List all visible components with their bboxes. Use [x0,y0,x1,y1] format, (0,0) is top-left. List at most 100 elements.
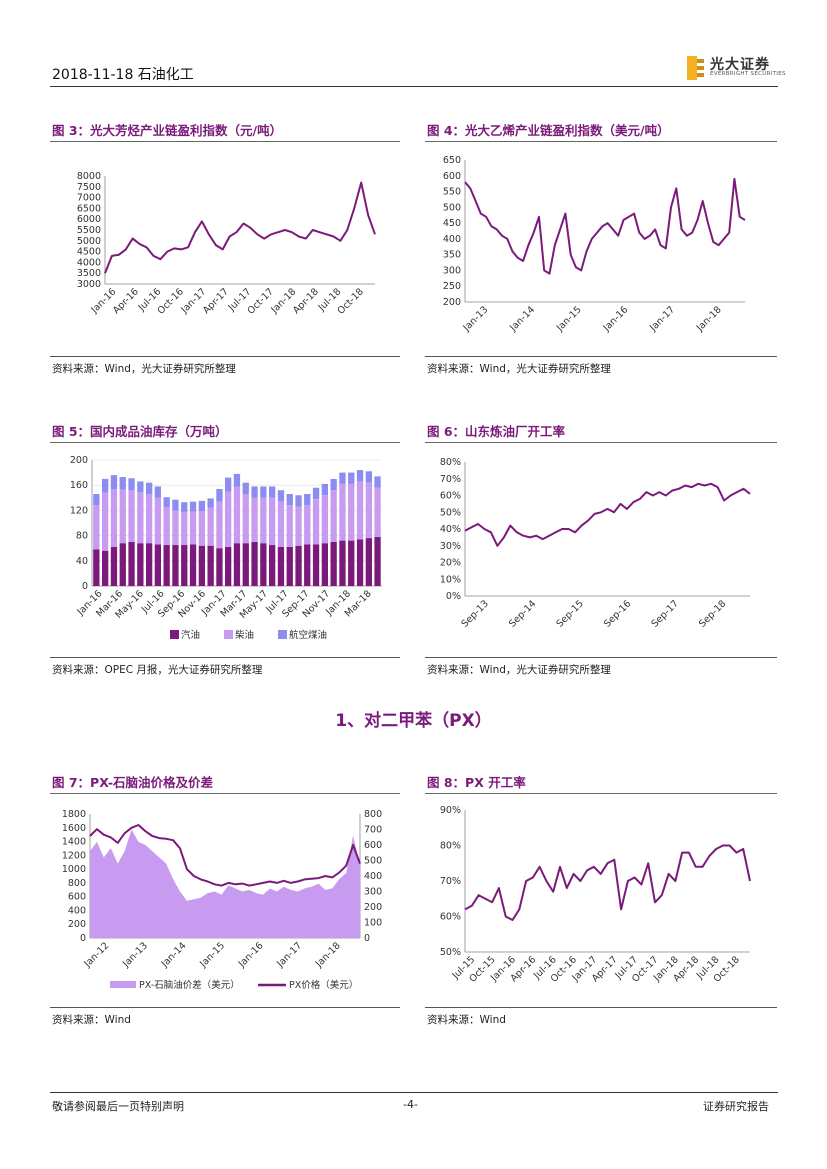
fig5-bar-柴油 [286,505,293,547]
fig5-bar-柴油 [348,483,355,541]
fig6-source-rule [425,657,777,658]
fig7-y2-tick: 700 [364,825,382,836]
fig7-y-tick: 200 [68,919,86,930]
fig4-x-tick: Jan-18 [694,304,724,334]
fig5-bar-汽油 [128,541,135,586]
fig5-bar-汽油 [207,545,214,586]
fig8-series-line [464,844,751,921]
fig7-price-line [89,824,361,887]
fig4-x-tick: Jan-13 [461,304,491,334]
fig8-y-tick: 60% [440,912,461,923]
fig5-bar-航空煤油 [269,486,276,498]
fig5-bar-航空煤油 [242,482,249,494]
fig5-bar-柴油 [102,492,109,551]
fig7-legend-label: PX价格（美元） [289,979,358,991]
fig8-source-rule [425,1007,777,1008]
fig5-bar-柴油 [128,490,135,542]
fig7-y2-tick: 300 [364,887,382,898]
fig6-chart: 0% 10% 20% 30% 40% 50% 60% 70% 80% Sep-13 Sep-14 Se… [440,457,751,630]
fig5-bar-柴油 [146,494,153,544]
fig5-bar-汽油 [321,543,328,586]
fig4-x-tick: Jan-14 [507,304,537,334]
fig3-y-tick: 5500 [77,225,101,236]
fig5-legend-swatch [278,630,287,639]
fig5-bar-柴油 [154,497,161,545]
fig5-bar-柴油 [251,497,258,542]
fig5-bar-柴油 [110,489,118,547]
fig6-title: 图 6：山东炼油厂开工率 [427,424,566,439]
fig7-x-tick: Jan-12 [82,940,112,970]
fig7-y-tick: 400 [68,905,86,916]
fig6-x-tick: Sep-16 [602,598,633,629]
fig5-bar-汽油 [374,536,381,586]
fig5-bar-汽油 [154,544,161,586]
fig5-y-tick: 200 [70,455,88,466]
fig5-bar-汽油 [146,543,153,586]
fig5-bar-航空煤油 [137,481,144,493]
fig5-bar-航空煤油 [216,489,223,502]
fig5-bar-航空煤油 [233,473,241,487]
brand-logo-icon [687,56,704,80]
fig5-bar-柴油 [93,505,100,550]
fig5-bar-汽油 [330,541,337,586]
fig5-bar-汽油 [251,541,258,586]
fig5-bar-航空煤油 [189,501,197,512]
fig4-y-tick: 200 [443,297,461,308]
fig5-bar-航空煤油 [146,482,153,494]
fig5-legend-label: 汽油 [181,629,200,641]
fig3-y-tick: 7500 [77,182,101,193]
fig6-x-tick: Sep-18 [697,598,728,629]
fig4-x-tick: Jan-16 [601,304,631,334]
fig5-bar-汽油 [295,545,302,586]
fig5-bar-柴油 [181,512,188,546]
fig5-bar-汽油 [242,543,249,586]
fig3-x-tick: Apr-17 [201,286,231,316]
fig6-y-tick: 80% [440,457,461,468]
fig5-legend-label: 航空煤油 [289,629,327,641]
fig5-bar-航空煤油 [181,502,188,513]
brand-name: 光大证券 [710,57,770,73]
fig4-y-tick: 450 [443,218,461,229]
fig5-bar-汽油 [198,545,205,586]
fig5-bar-柴油 [163,507,170,546]
fig7-x-tick: Jan-13 [120,940,150,970]
fig5-bar-柴油 [312,499,320,545]
fig5-bar-柴油 [172,510,179,546]
fig5-bar-汽油 [348,540,355,586]
fig4-y-tick: 300 [443,265,461,276]
fig6-x-tick: Sep-14 [507,598,538,629]
fig5-bar-航空煤油 [295,495,302,507]
fig5-legend-swatch [170,630,179,639]
fig5-bar-航空煤油 [356,470,364,482]
fig5-bar-柴油 [269,497,276,546]
fig5-bar-汽油 [216,548,223,586]
fig4-title: 图 4：光大乙烯产业链盈利指数（美元/吨） [427,123,670,138]
fig5-bar-汽油 [181,545,188,586]
fig7-y-tick: 1800 [62,809,86,820]
fig5-y-tick: 0 [82,581,88,592]
fig8-y-tick: 70% [440,876,461,887]
fig5-legend-swatch [224,630,233,639]
fig5-title: 图 5：国内成品油库存（万吨） [52,424,228,439]
fig3-y-tick: 4000 [77,257,101,268]
fig5-bar-航空煤油 [207,498,214,508]
fig3-y-tick: 3000 [77,279,101,290]
fig5-chart: 04080120160200Jan-16Mar-16May-16Jul-16Se… [70,455,382,641]
fig5-legend-label: 柴油 [235,629,254,641]
fig7-y-tick: 1600 [62,823,86,834]
fig5-y-tick: 80 [76,531,88,542]
fig5-bar-柴油 [277,501,285,547]
fig3-y-tick: 6000 [77,214,101,225]
section-title: 1、对二甲苯（PX） [335,711,492,731]
footer-rule [50,1092,778,1093]
fig7-y-tick: 600 [68,892,86,903]
fig5-y-tick: 40 [76,556,88,567]
fig5-bar-航空煤油 [330,478,337,491]
fig5-bar-柴油 [330,490,337,542]
fig7-title: 图 7：PX-石脑油价格及价差 [52,775,214,790]
fig5-bar-柴油 [216,501,223,549]
fig8-title: 图 8：PX 开工率 [427,775,526,790]
fig6-y-tick: 60% [440,491,461,502]
fig5-bar-汽油 [277,546,285,586]
fig7-y2-tick: 800 [364,809,382,820]
